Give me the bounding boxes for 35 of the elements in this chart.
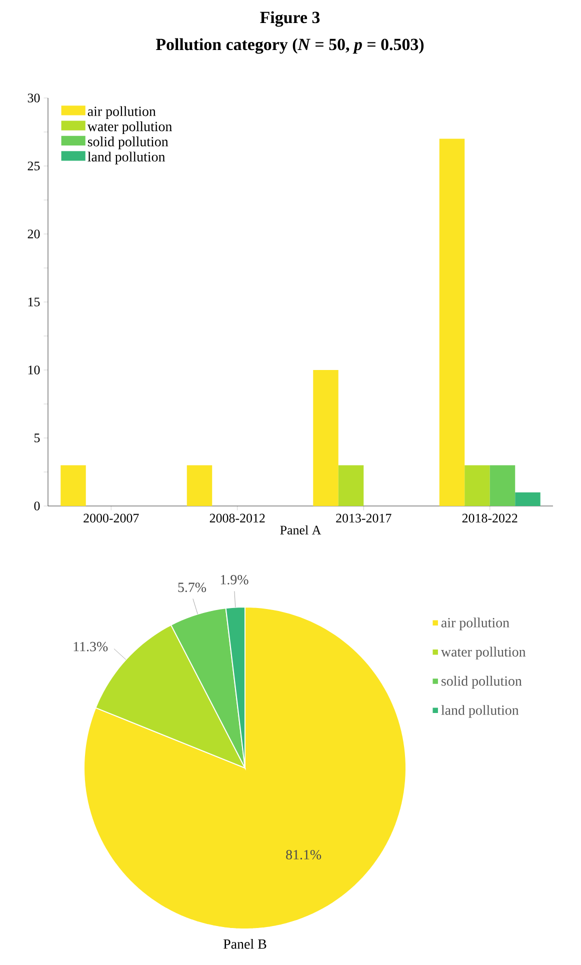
text: Panel B <box>224 938 266 949</box>
bar <box>439 138 465 506</box>
bar <box>338 465 364 506</box>
x-tick-label: 2018-2022 <box>462 514 518 522</box>
y-tick-label: 25 <box>28 162 40 170</box>
chart-title: Figure 3 <box>260 11 320 27</box>
x-axis-title: Panel A <box>280 525 322 534</box>
x-tick-label: 2000-2007 <box>84 514 139 522</box>
y-tick-label: 5 <box>34 434 40 442</box>
y-tick-label: 15 <box>28 298 40 306</box>
bar <box>515 492 540 506</box>
y-tick-label: 10 <box>28 366 40 374</box>
legend-label: solid pollution <box>88 136 168 150</box>
bar <box>313 370 338 506</box>
x-tick-label: 2008-2012 <box>210 514 265 522</box>
data-label: 81.1% <box>286 850 322 860</box>
chart-subtitle: Pollution category (N = 50, p = 0.503) <box>156 38 424 54</box>
bar <box>490 465 516 506</box>
bar <box>60 465 86 506</box>
data-label: 1.9% <box>220 574 248 584</box>
legend-label: air pollution <box>441 618 510 630</box>
data-label: 11.3% <box>74 642 108 652</box>
bar <box>464 465 490 506</box>
legend-label: solid pollution <box>442 676 522 689</box>
y-tick-label: 30 <box>28 94 40 102</box>
legend-label: land pollution <box>441 705 519 718</box>
y-tick-label: 20 <box>28 230 40 238</box>
legend-label: air pollution <box>88 106 156 119</box>
legend-label: water pollution <box>87 121 172 134</box>
legend-label: land pollution <box>88 152 166 164</box>
y-tick-label: 0 <box>34 502 40 510</box>
legend-label: water pollution <box>440 646 526 660</box>
bar <box>186 465 212 506</box>
x-tick-label: 2013-2017 <box>336 514 392 522</box>
data-label: 5.7% <box>178 582 206 592</box>
